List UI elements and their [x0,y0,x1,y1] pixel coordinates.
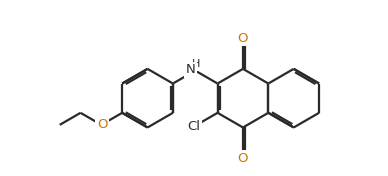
Text: N: N [185,63,195,76]
Text: O: O [238,32,248,45]
Text: O: O [238,152,248,165]
Text: H: H [192,59,200,69]
Text: O: O [97,118,107,131]
Text: Cl: Cl [187,120,201,133]
